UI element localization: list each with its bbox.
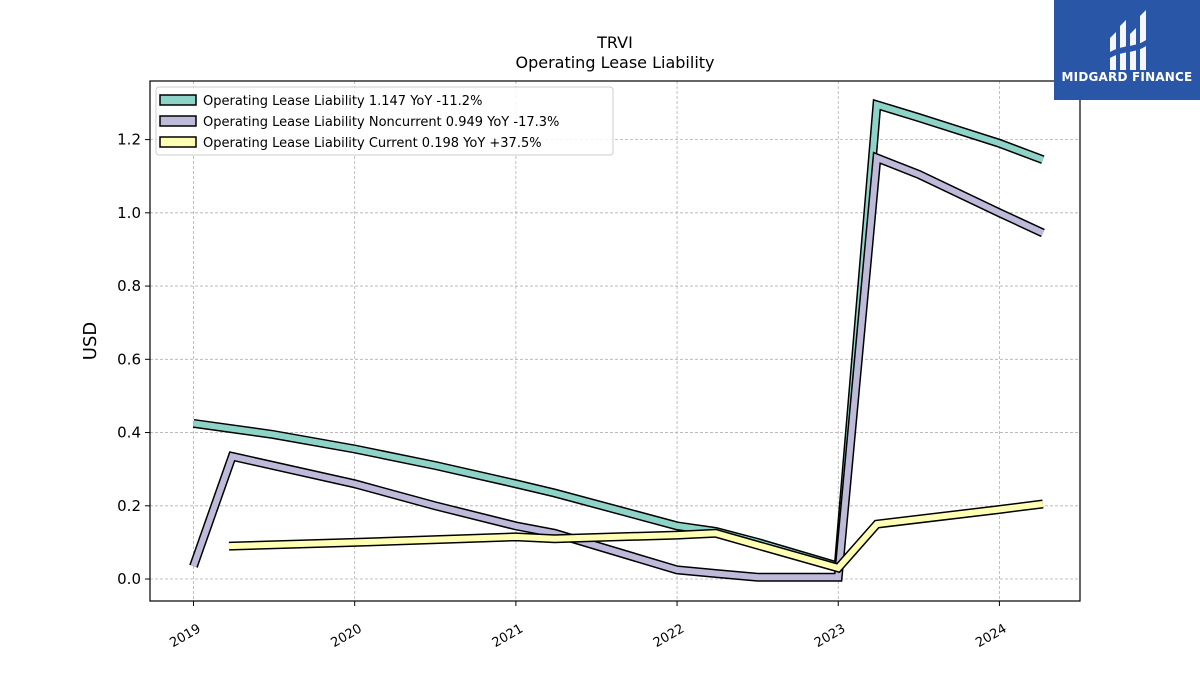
chart-title: TRVI (596, 33, 633, 52)
series-0-line (193, 100, 1044, 571)
y-tick-label: 0.0 (117, 570, 141, 588)
logo-swoosh (1110, 40, 1146, 58)
series-lines (189, 98, 1045, 582)
legend-entry: Operating Lease Liability 1.147 YoY -11.… (203, 94, 482, 109)
y-tick-label: 0.2 (117, 497, 141, 515)
legend-swatch (159, 115, 197, 127)
logo-mark (1110, 10, 1146, 70)
legend-box (155, 86, 614, 156)
y-tick-label: 1.0 (117, 204, 141, 222)
legend-swatch (159, 136, 197, 148)
chart-subtitle: Operating Lease Liability (515, 53, 714, 72)
legend-entry: Operating Lease Liability Noncurrent 0.9… (203, 115, 559, 130)
legend: Operating Lease Liability 1.147 YoY -11.… (155, 86, 614, 156)
y-axis-label: USD (80, 322, 101, 360)
x-tick-label: 2024 (973, 621, 1009, 651)
y-tick-label: 0.4 (117, 424, 141, 442)
y-tick-label: 0.8 (117, 277, 141, 295)
y-tick-label: 0.6 (117, 350, 141, 368)
legend-entry: Operating Lease Liability Current 0.198 … (203, 136, 542, 151)
midgard-logo-icon (1054, 0, 1200, 100)
series-1-line (190, 153, 1045, 581)
series-2-line (228, 501, 1044, 572)
plot-frame (149, 80, 1081, 602)
x-tick-label: 2023 (812, 621, 848, 651)
legend-swatch (159, 94, 197, 106)
brand-name: MIDGARD FINANCE (1061, 70, 1193, 84)
brand-logo: MIDGARD FINANCE (1054, 0, 1200, 100)
grid-lines (150, 81, 1080, 601)
x-tick-label: 2019 (167, 621, 203, 651)
x-tick-label: 2022 (651, 621, 687, 651)
x-tick-label: 2020 (329, 621, 365, 651)
y-tick-label: 1.2 (117, 131, 141, 149)
x-tick-label: 2021 (490, 621, 526, 651)
